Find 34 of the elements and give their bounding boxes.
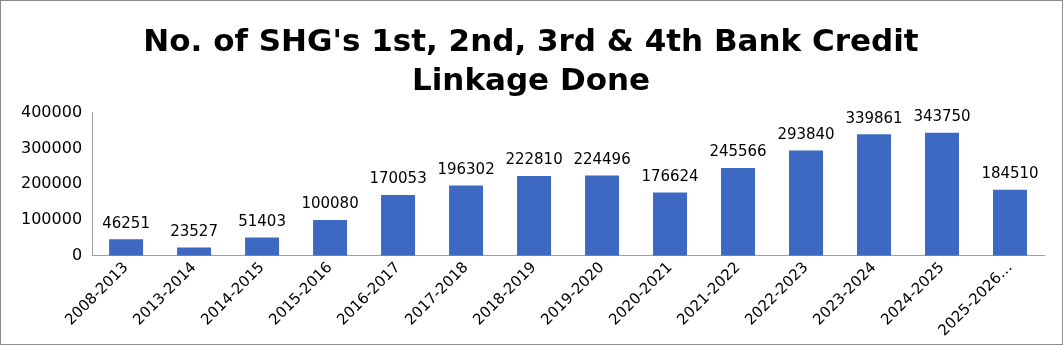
bar bbox=[857, 134, 892, 256]
y-tick-label: 300000 bbox=[21, 137, 83, 157]
data-label: 222810 bbox=[505, 150, 563, 169]
data-label: 343750 bbox=[913, 107, 971, 126]
data-label: 23527 bbox=[170, 221, 218, 240]
bar bbox=[313, 220, 348, 256]
data-label: 224496 bbox=[573, 149, 631, 168]
data-label: 46251 bbox=[102, 213, 150, 232]
data-label: 170053 bbox=[369, 169, 427, 188]
bar bbox=[653, 192, 688, 256]
y-tick-label: 0 bbox=[71, 245, 83, 265]
data-label: 176624 bbox=[641, 166, 699, 185]
y-tick-label: 400000 bbox=[21, 101, 83, 121]
y-tick-label: 100000 bbox=[21, 209, 83, 229]
bar bbox=[993, 189, 1027, 256]
bar bbox=[517, 176, 552, 256]
bar bbox=[177, 247, 212, 256]
bar bbox=[585, 175, 620, 256]
bar bbox=[245, 237, 280, 256]
data-label: 245566 bbox=[709, 142, 767, 161]
bar bbox=[721, 167, 756, 256]
data-label: 51403 bbox=[238, 211, 286, 230]
data-label: 100080 bbox=[301, 194, 359, 213]
data-label: 293840 bbox=[777, 125, 835, 144]
bar bbox=[449, 185, 484, 256]
data-label: 184510 bbox=[981, 164, 1039, 183]
y-tick-label: 200000 bbox=[21, 173, 83, 193]
bar bbox=[109, 239, 144, 256]
data-label: 196302 bbox=[437, 159, 495, 178]
bar bbox=[789, 150, 824, 256]
bar bbox=[925, 132, 960, 256]
chart-title: No. of SHG's 1st, 2nd, 3rd & 4th Bank Credit Linkage Done bbox=[142, 21, 920, 99]
bar bbox=[381, 194, 416, 256]
data-label: 339861 bbox=[845, 108, 903, 127]
